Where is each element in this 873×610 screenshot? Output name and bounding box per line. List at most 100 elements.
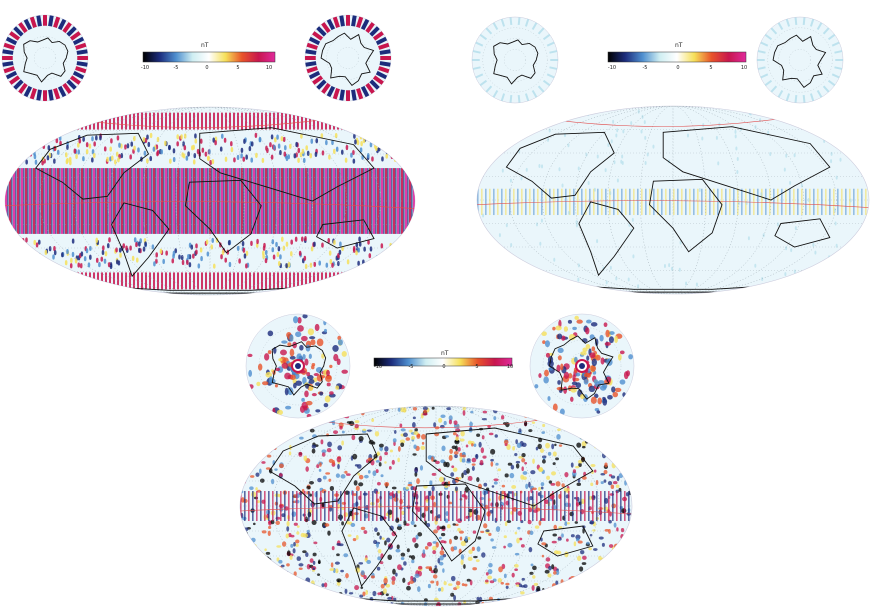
- anomaly-stripe: [492, 90, 499, 98]
- anomaly-blob: [433, 422, 437, 428]
- anomaly-blob: [268, 520, 272, 524]
- anomaly-blob: [380, 474, 384, 478]
- anomaly-stripe: [497, 188, 499, 216]
- anomaly-blob: [620, 159, 623, 164]
- anomaly-blob: [399, 423, 403, 428]
- anomaly-blob: [263, 242, 266, 249]
- anomaly-stripe: [320, 491, 322, 521]
- anomaly-stripe: [357, 112, 359, 130]
- anomaly-stripe: [339, 89, 345, 101]
- anomaly-stripe: [326, 85, 336, 98]
- anomaly-stripe: [365, 22, 375, 34]
- anomaly-blob: [568, 373, 573, 379]
- anomaly-stripe: [781, 188, 783, 216]
- anomaly-stripe: [65, 168, 68, 234]
- coastline: [199, 127, 375, 202]
- anomaly-blob: [306, 485, 311, 490]
- anomaly-stripe: [537, 188, 539, 216]
- anomaly-blob: [337, 406, 343, 411]
- anomaly-blob: [494, 434, 498, 438]
- anomaly-stripe: [568, 491, 570, 521]
- anomaly-blob: [360, 526, 366, 531]
- anomaly-blob: [488, 604, 493, 606]
- anomaly-blob: [146, 134, 149, 140]
- anomaly-stripe: [89, 112, 91, 130]
- anomaly-blob: [361, 600, 366, 604]
- anomaly-blob: [360, 570, 365, 576]
- anomaly-stripe: [109, 112, 111, 130]
- anomaly-blob: [242, 588, 247, 594]
- anomaly-stripe: [189, 168, 192, 234]
- anomaly-blob: [353, 480, 358, 486]
- anomaly-blob: [554, 443, 557, 447]
- anomaly-blob: [618, 600, 623, 604]
- anomaly-blob: [545, 601, 550, 606]
- anomaly-stripe: [321, 112, 323, 130]
- anomaly-blob: [790, 248, 793, 253]
- anomaly-blob: [316, 338, 324, 347]
- anomaly-blob: [379, 455, 382, 462]
- anomaly-blob: [641, 114, 644, 119]
- anomaly-blob: [429, 480, 433, 486]
- anomaly-blob: [421, 434, 426, 440]
- anomaly-blob: [245, 572, 251, 579]
- anomaly-blob: [387, 596, 393, 601]
- anomaly-blob: [405, 486, 409, 490]
- anomaly-blob: [304, 406, 308, 411]
- anomaly-blob: [773, 108, 776, 113]
- anomaly-blob: [142, 246, 146, 252]
- anomaly-blob: [341, 521, 345, 526]
- anomaly-stripe: [809, 93, 815, 102]
- anomaly-stripe: [309, 168, 312, 234]
- anomaly-blob: [301, 397, 305, 402]
- anomaly-blob: [574, 521, 578, 524]
- contour-line: [240, 506, 632, 515]
- anomaly-blob: [557, 428, 561, 431]
- anomaly-stripe: [193, 272, 195, 290]
- anomaly-blob: [553, 571, 557, 575]
- anomaly-stripe: [201, 168, 204, 234]
- graticule: [640, 106, 706, 294]
- anomaly-blob: [168, 145, 171, 151]
- anomaly-stripe: [316, 26, 327, 37]
- anomaly-blob: [563, 371, 570, 379]
- anomaly-blob: [538, 163, 541, 168]
- anomaly-blob: [619, 540, 624, 547]
- anomaly-blob: [344, 157, 348, 163]
- anomaly-blob: [542, 459, 546, 464]
- anomaly-blob: [122, 243, 126, 249]
- anomaly-blob: [622, 582, 626, 589]
- anomaly-blob: [251, 566, 257, 571]
- anomaly-blob: [414, 542, 419, 549]
- anomaly-blob: [747, 236, 750, 241]
- anomaly-stripe: [484, 491, 486, 521]
- anomaly-blob: [392, 140, 395, 147]
- anomaly-blob: [585, 152, 588, 157]
- anomaly-blob: [497, 468, 501, 472]
- anomaly-blob: [611, 572, 617, 579]
- graticule: [326, 36, 370, 80]
- anomaly-blob: [455, 581, 461, 586]
- coastline: [425, 427, 594, 507]
- anomaly-blob: [380, 406, 383, 410]
- anomaly-stripe: [777, 22, 784, 30]
- anomaly-blob: [400, 442, 405, 448]
- anomaly-blob: [626, 600, 630, 606]
- anomaly-blob: [745, 201, 748, 206]
- anomaly-stripe: [195, 168, 197, 234]
- anomaly-blob: [240, 529, 244, 534]
- anomaly-blob: [129, 245, 132, 251]
- anomaly-blob: [124, 144, 127, 150]
- anomaly-stripe: [225, 272, 227, 290]
- anomaly-blob: [458, 530, 464, 534]
- anomaly-stripe: [673, 188, 675, 216]
- anomaly-blob: [595, 479, 599, 486]
- anomaly-blob: [344, 588, 348, 594]
- anomaly-blob: [530, 563, 534, 567]
- anomaly-blob: [286, 563, 290, 567]
- anomaly-blob: [220, 254, 223, 260]
- anomaly-blob: [482, 213, 485, 218]
- anomaly-stripe: [546, 41, 555, 47]
- anomaly-blob: [384, 145, 387, 151]
- graticule: [370, 406, 502, 606]
